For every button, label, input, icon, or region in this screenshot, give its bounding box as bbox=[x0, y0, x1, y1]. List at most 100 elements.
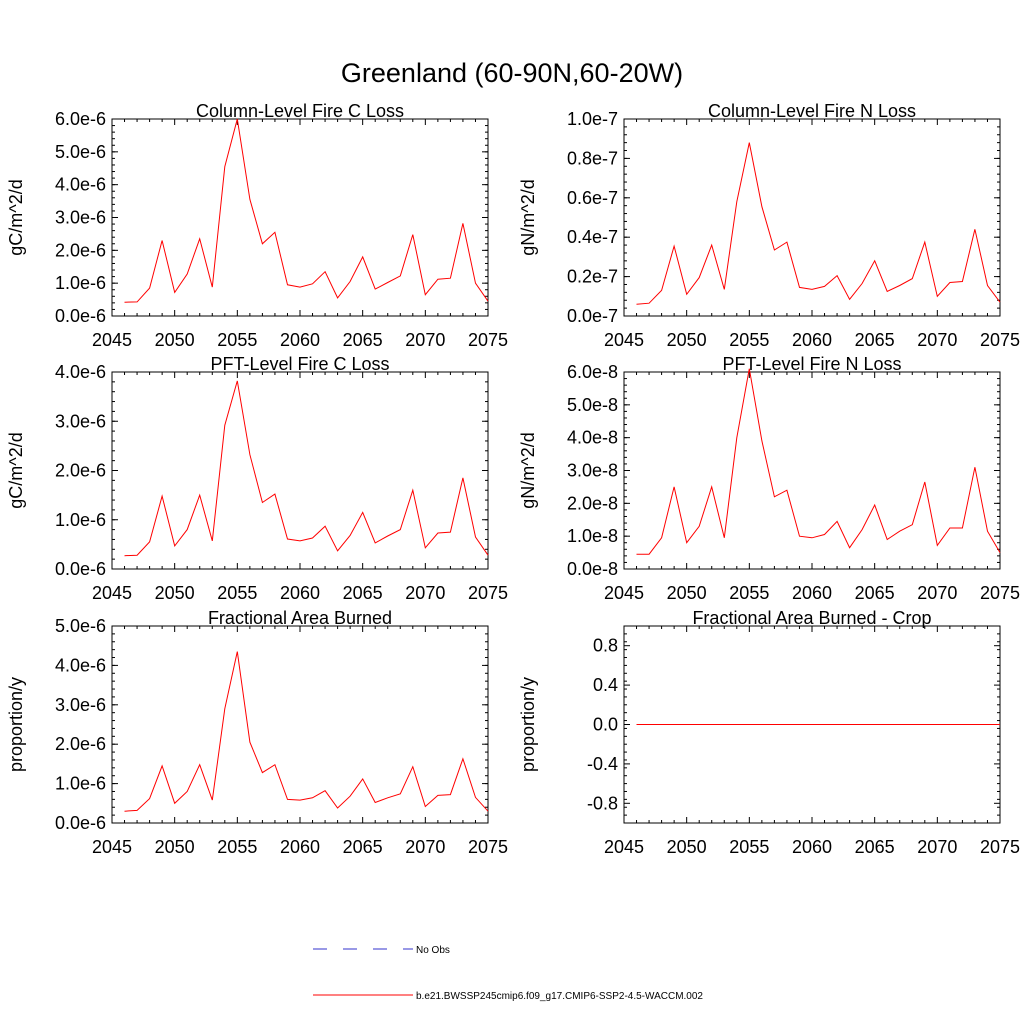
series-line bbox=[636, 142, 1001, 305]
x-tick-label: 2050 bbox=[667, 583, 707, 603]
x-tick-label: 2060 bbox=[280, 837, 320, 857]
panel-title: PFT-Level Fire C Loss bbox=[210, 354, 389, 374]
legend: No Obs b.e21.BWSSP245cmip6.f09_g17.CMIP6… bbox=[313, 945, 703, 1002]
y-tick-label: 0.0e-6 bbox=[55, 813, 106, 833]
y-tick-label: 5.0e-6 bbox=[55, 616, 106, 636]
plot-frame bbox=[623, 118, 1001, 317]
y-tick-label: 0.8 bbox=[593, 636, 618, 656]
x-tick-label: 2050 bbox=[155, 583, 195, 603]
x-tick-label: 2045 bbox=[604, 330, 644, 350]
panel-pft-level-fire-c-loss: PFT-Level Fire C Loss gC/m^2/d 2045 2050 205… bbox=[6, 354, 508, 603]
y-axis-label: proportion/y bbox=[6, 677, 26, 772]
y-tick-label: 3.0e-8 bbox=[567, 461, 618, 481]
y-tick-label: 4.0e-6 bbox=[55, 362, 106, 382]
x-tick-label: 2070 bbox=[917, 583, 957, 603]
series-line bbox=[636, 368, 1001, 555]
x-tick-label: 2065 bbox=[343, 330, 383, 350]
y-tick-label: 1.0e-8 bbox=[567, 526, 618, 546]
y-tick-label: 0.8e-7 bbox=[567, 148, 618, 168]
y-tick-label: -0.4 bbox=[587, 754, 618, 774]
y-axis-label: gN/m^2/d bbox=[518, 432, 538, 508]
y-tick-label: 5.0e-6 bbox=[55, 142, 106, 162]
legend-label-no-obs: No Obs bbox=[416, 945, 450, 956]
x-tick-label: 2045 bbox=[92, 330, 132, 350]
y-tick-label: 1.0e-6 bbox=[55, 273, 106, 293]
y-tick-label: 0.4 bbox=[593, 675, 618, 695]
x-tick-label: 2055 bbox=[729, 837, 769, 857]
panel-title: PFT-Level Fire N Loss bbox=[722, 354, 901, 374]
x-tick-label: 2065 bbox=[855, 583, 895, 603]
series-line bbox=[124, 651, 489, 812]
x-tick-label: 2050 bbox=[155, 837, 195, 857]
y-tick-label: 0.0e-6 bbox=[55, 306, 106, 326]
y-tick-label: 4.0e-6 bbox=[55, 175, 106, 195]
x-tick-label: 2065 bbox=[343, 583, 383, 603]
y-tick-label: 1.0e-6 bbox=[55, 774, 106, 794]
y-tick-label: 0.4e-7 bbox=[567, 227, 618, 247]
y-tick-label: 0.0 bbox=[593, 715, 618, 735]
x-tick-label: 2050 bbox=[155, 330, 195, 350]
panel-title: Column-Level Fire C Loss bbox=[196, 101, 404, 121]
x-tick-label: 2060 bbox=[792, 583, 832, 603]
y-tick-label: 2.0e-8 bbox=[567, 493, 618, 513]
panel-title: Column-Level Fire N Loss bbox=[708, 101, 916, 121]
x-tick-label: 2075 bbox=[468, 330, 508, 350]
x-tick-label: 2055 bbox=[217, 330, 257, 350]
x-tick-label: 2070 bbox=[405, 583, 445, 603]
x-tick-label: 2070 bbox=[405, 837, 445, 857]
x-tick-label: 2055 bbox=[217, 583, 257, 603]
y-tick-label: 6.0e-6 bbox=[55, 109, 106, 129]
y-tick-label: 6.0e-8 bbox=[567, 362, 618, 382]
x-tick-label: 2070 bbox=[917, 330, 957, 350]
y-tick-label: 3.0e-6 bbox=[55, 695, 106, 715]
x-tick-label: 2060 bbox=[792, 330, 832, 350]
y-tick-label: 0.2e-7 bbox=[567, 267, 618, 287]
y-tick-label: 4.0e-6 bbox=[55, 655, 106, 675]
x-tick-label: 2050 bbox=[667, 837, 707, 857]
panel-fractional-area-burned-crop: Fractional Area Burned - Crop proportion/… bbox=[518, 608, 1020, 857]
x-tick-label: 2055 bbox=[217, 837, 257, 857]
plot-frame bbox=[111, 625, 489, 824]
y-axis-label: proportion/y bbox=[518, 677, 538, 772]
x-tick-label: 2065 bbox=[855, 330, 895, 350]
y-tick-label: 0.0e-7 bbox=[567, 306, 618, 326]
y-tick-label: -0.8 bbox=[587, 793, 618, 813]
figure-title: Greenland (60-90N,60-20W) bbox=[341, 58, 683, 88]
x-tick-label: 2055 bbox=[729, 330, 769, 350]
x-tick-label: 2055 bbox=[729, 583, 769, 603]
plot-frame bbox=[111, 371, 489, 570]
plot-frame bbox=[623, 371, 1001, 570]
panel-column-level-fire-n-loss: Column-Level Fire N Loss gN/m^2/d 2045 2050… bbox=[518, 101, 1020, 350]
x-tick-label: 2075 bbox=[468, 583, 508, 603]
panel-pft-level-fire-n-loss: PFT-Level Fire N Loss gN/m^2/d 2045 2050 205… bbox=[518, 354, 1020, 603]
panels-group: Column-Level Fire C Loss gC/m^2/d 2045 2050… bbox=[6, 101, 1020, 857]
y-axis-label: gC/m^2/d bbox=[6, 432, 26, 508]
panel-title: Fractional Area Burned bbox=[208, 608, 392, 628]
y-tick-label: 2.0e-6 bbox=[55, 240, 106, 260]
y-tick-label: 0.6e-7 bbox=[567, 188, 618, 208]
y-axis-label: gN/m^2/d bbox=[518, 179, 538, 255]
series-line bbox=[124, 380, 489, 557]
x-tick-label: 2070 bbox=[917, 837, 957, 857]
y-tick-label: 1.0e-6 bbox=[55, 510, 106, 530]
x-tick-label: 2075 bbox=[980, 583, 1020, 603]
x-tick-label: 2060 bbox=[280, 583, 320, 603]
y-tick-label: 2.0e-6 bbox=[55, 461, 106, 481]
y-tick-label: 4.0e-8 bbox=[567, 428, 618, 448]
x-tick-label: 2060 bbox=[792, 837, 832, 857]
x-tick-label: 2045 bbox=[92, 583, 132, 603]
x-tick-label: 2075 bbox=[980, 330, 1020, 350]
x-tick-label: 2045 bbox=[92, 837, 132, 857]
panel-title: Fractional Area Burned - Crop bbox=[692, 608, 931, 628]
legend-label-model-run: b.e21.BWSSP245cmip6.f09_g17.CMIP6-SSP2-4… bbox=[416, 991, 703, 1002]
x-tick-label: 2075 bbox=[980, 837, 1020, 857]
x-tick-label: 2075 bbox=[468, 837, 508, 857]
y-tick-label: 3.0e-6 bbox=[55, 411, 106, 431]
y-tick-label: 5.0e-8 bbox=[567, 395, 618, 415]
y-tick-label: 2.0e-6 bbox=[55, 734, 106, 754]
x-tick-label: 2070 bbox=[405, 330, 445, 350]
series-line bbox=[124, 118, 489, 303]
y-tick-label: 1.0e-7 bbox=[567, 109, 618, 129]
x-tick-label: 2065 bbox=[855, 837, 895, 857]
